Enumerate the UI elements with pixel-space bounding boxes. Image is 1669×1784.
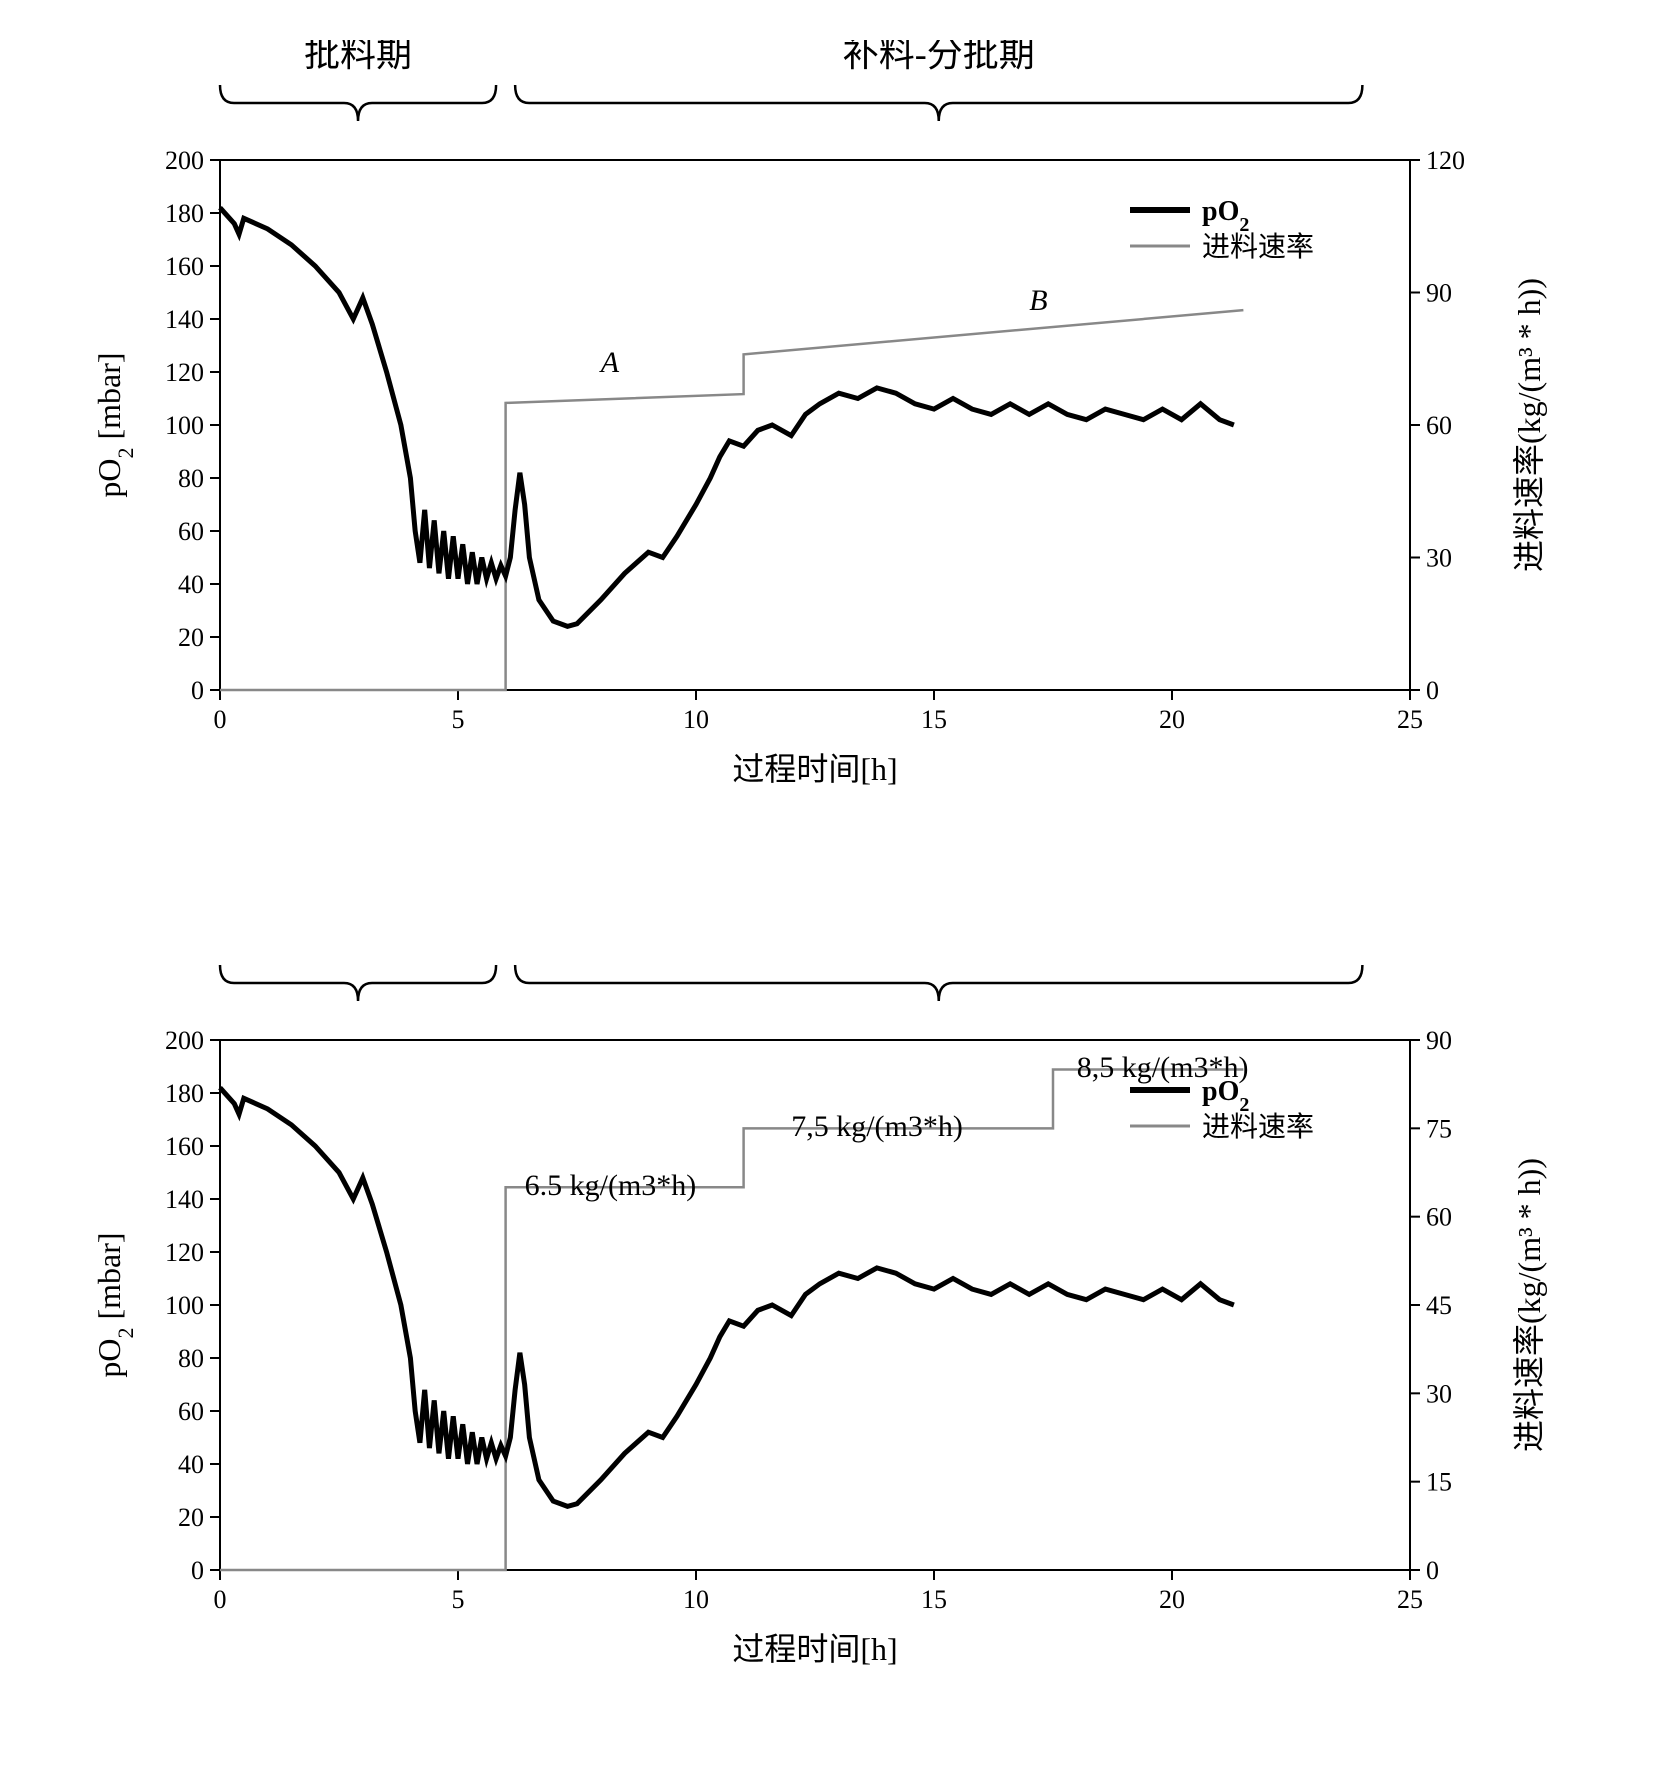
y-left-tick-label: 60 xyxy=(178,517,204,546)
y-right-tick-label: 75 xyxy=(1426,1114,1452,1143)
po2-line xyxy=(220,208,1234,627)
y-left-tick-label: 200 xyxy=(165,1026,204,1055)
y-left-tick-label: 20 xyxy=(178,1503,204,1532)
y-right-tick-label: 90 xyxy=(1426,279,1452,308)
x-tick-label: 25 xyxy=(1397,705,1423,734)
x-axis-label: 过程时间[h] xyxy=(732,1631,897,1667)
chart-top: 0 5 10 15 20 25 过程时间[h] 0 20 40 60 80 100 120 140 160 18… xyxy=(60,130,1610,830)
x-tick-label: 20 xyxy=(1159,705,1185,734)
x-tick-label: 15 xyxy=(921,1585,947,1614)
feed-step-label: 8,5 kg/(m3*h) xyxy=(1077,1051,1249,1084)
x-tick-label: 0 xyxy=(214,705,227,734)
x-tick-label: 0 xyxy=(214,1585,227,1614)
y-right-tick-label: 30 xyxy=(1426,544,1452,573)
chart-bottom-svg: 0 5 10 15 20 25 过程时间[h] 0 20 40 60 80 100 120 140 160 18… xyxy=(60,1010,1610,1710)
y-right-tick-label: 45 xyxy=(1426,1291,1452,1320)
y-right-tick-label: 60 xyxy=(1426,411,1452,440)
y-right-tick-label: 120 xyxy=(1426,146,1465,175)
brace-batch xyxy=(220,85,496,121)
annotation-B: B xyxy=(1029,284,1047,317)
y-left-tick-label: 80 xyxy=(178,1344,204,1373)
phase-batch-label: 批料期 xyxy=(304,40,412,74)
legend-po2-label: pO2 xyxy=(1202,196,1249,236)
y-right-tick-label: 15 xyxy=(1426,1468,1452,1497)
legend-feed-label: 进料速率 xyxy=(1202,231,1314,263)
y-left-tick-label: 60 xyxy=(178,1397,204,1426)
y-right-tick-label: 0 xyxy=(1426,1556,1439,1585)
y-left-axis-label: pO2 [mbar] xyxy=(91,352,138,497)
brace-fedbatch xyxy=(515,85,1362,121)
y-left-tick-label: 100 xyxy=(165,411,204,440)
y-left-axis-label: pO2 [mbar] xyxy=(91,1232,138,1377)
annotation-A: A xyxy=(599,346,620,379)
y-left-tick-label: 160 xyxy=(165,1132,204,1161)
chart-bottom: 0 5 10 15 20 25 过程时间[h] 0 20 40 60 80 100 120 140 160 18… xyxy=(60,1010,1610,1710)
x-tick-label: 20 xyxy=(1159,1585,1185,1614)
chart-top-svg: 0 5 10 15 20 25 过程时间[h] 0 20 40 60 80 100 120 140 160 18… xyxy=(60,130,1610,830)
y-right-tick-label: 90 xyxy=(1426,1026,1452,1055)
feed-step-label: 6.5 kg/(m3*h) xyxy=(525,1169,697,1202)
x-axis-label: 过程时间[h] xyxy=(732,751,897,787)
feed-step-label: 7,5 kg/(m3*h) xyxy=(791,1110,963,1143)
y-right-tick-label: 30 xyxy=(1426,1379,1452,1408)
y-left-tick-label: 0 xyxy=(191,1556,204,1585)
y-left-tick-label: 20 xyxy=(178,623,204,652)
y-right-tick-label: 60 xyxy=(1426,1203,1452,1232)
y-left-tick-label: 140 xyxy=(165,305,204,334)
x-tick-label: 5 xyxy=(452,705,465,734)
y-left-tick-label: 100 xyxy=(165,1291,204,1320)
brace-batch xyxy=(220,965,496,1001)
y-left-tick-label: 80 xyxy=(178,464,204,493)
x-tick-label: 10 xyxy=(683,705,709,734)
x-tick-label: 5 xyxy=(452,1585,465,1614)
y-left-tick-label: 120 xyxy=(165,1238,204,1267)
y-left-tick-label: 160 xyxy=(165,252,204,281)
y-left-tick-label: 180 xyxy=(165,199,204,228)
y-left-tick-label: 120 xyxy=(165,358,204,387)
x-tick-label: 25 xyxy=(1397,1585,1423,1614)
po2-line xyxy=(220,1088,1234,1507)
phase-labels-bottom xyxy=(60,920,1609,1010)
y-left-tick-label: 40 xyxy=(178,570,204,599)
y-left-tick-label: 0 xyxy=(191,676,204,705)
y-right-axis-label: 进料速率(kg/(m³ * h)) xyxy=(1511,278,1547,572)
brace-fedbatch xyxy=(515,965,1362,1001)
x-tick-label: 10 xyxy=(683,1585,709,1614)
y-left-tick-label: 180 xyxy=(165,1079,204,1108)
y-left-tick-label: 40 xyxy=(178,1450,204,1479)
phase-fedbatch-label: 补料-分批期 xyxy=(843,40,1035,74)
x-tick-label: 15 xyxy=(921,705,947,734)
legend-feed-label: 进料速率 xyxy=(1202,1111,1314,1143)
y-right-tick-label: 0 xyxy=(1426,676,1439,705)
y-left-tick-label: 140 xyxy=(165,1185,204,1214)
y-right-axis-label: 进料速率(kg/(m³ * h)) xyxy=(1511,1158,1547,1452)
feed-rate-line xyxy=(220,310,1243,690)
y-left-tick-label: 200 xyxy=(165,146,204,175)
phase-labels-top: 批料期 补料-分批期 xyxy=(60,40,1609,130)
